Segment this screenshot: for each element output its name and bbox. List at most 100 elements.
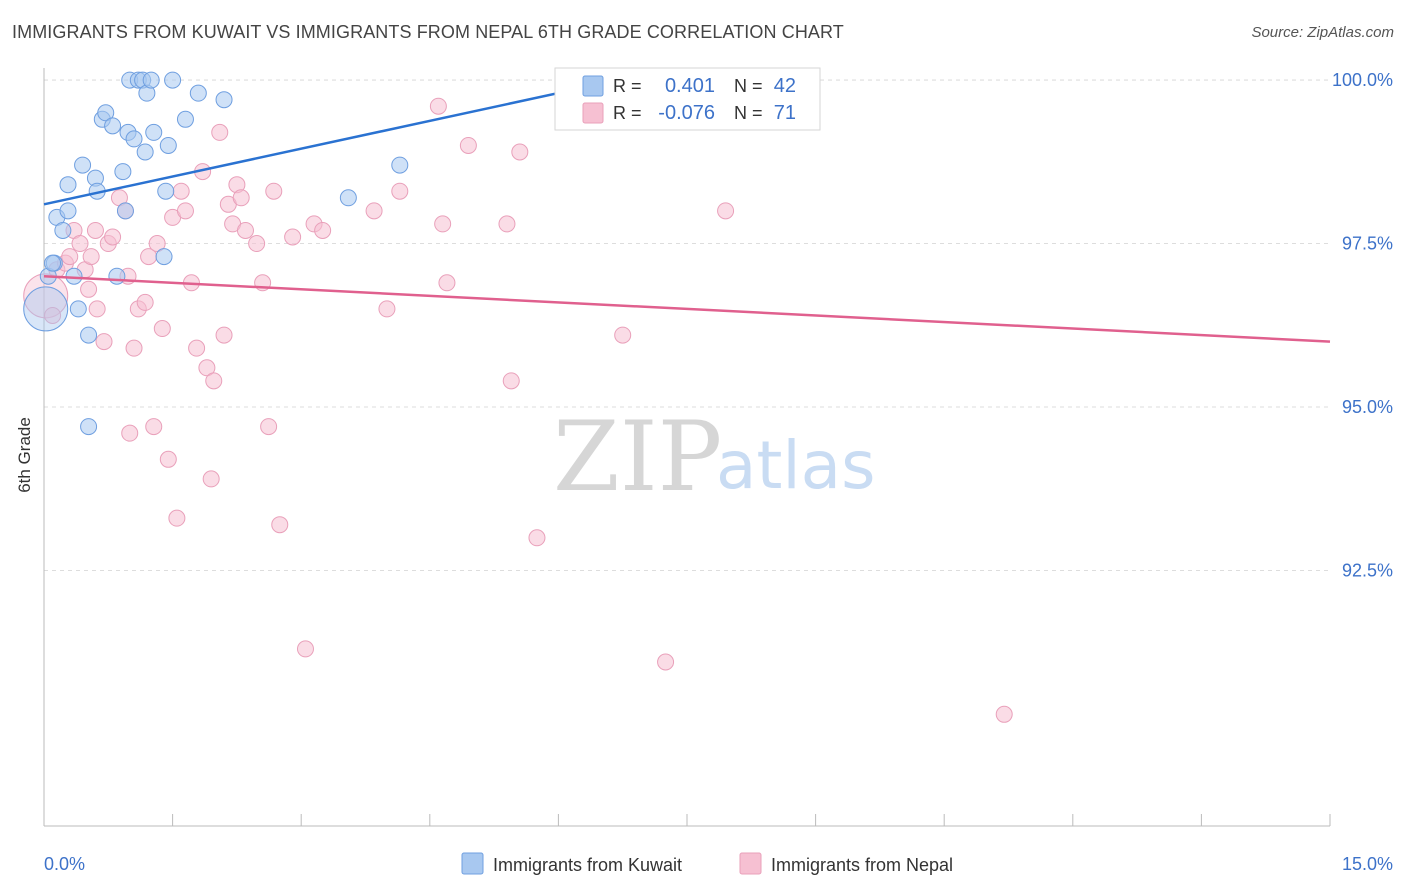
nepal-point: [236, 221, 254, 239]
nepal-point: [61, 248, 79, 266]
nepal-point: [176, 202, 194, 220]
kuwait-n-value: 42: [774, 75, 796, 97]
kuwait-point: [59, 176, 77, 194]
kuwait-point: [136, 143, 154, 161]
nepal-point: [429, 97, 447, 115]
nepal-point: [271, 516, 289, 534]
kuwait-point: [104, 117, 122, 135]
source-credit: Source: ZipAtlas.com: [1251, 24, 1394, 41]
kuwait-trend-line: [43, 78, 619, 206]
nepal-r-value: -0.076: [658, 102, 715, 124]
watermark-zip: ZIP: [553, 401, 722, 513]
kuwait-point: [339, 189, 357, 207]
kuwait-point: [145, 123, 163, 141]
kuwait-point: [189, 84, 207, 102]
stats-legend: R = 0.401 N = 42 R = -0.076 N = 71: [554, 67, 821, 131]
nepal-point: [145, 418, 163, 436]
nepal-point: [153, 320, 171, 338]
nepal-point: [995, 705, 1013, 723]
bottom-legend: Immigrants from Kuwait Immigrants from N…: [461, 852, 953, 875]
y-axis-label: 6th Grade: [15, 417, 34, 493]
y-tick-label: 97.5%: [1342, 234, 1393, 254]
nepal-point: [502, 372, 520, 390]
nepal-point: [168, 509, 186, 527]
legend-nepal-label: Immigrants from Nepal: [771, 855, 953, 875]
kuwait-point: [116, 202, 134, 220]
kuwait-swatch: [582, 75, 604, 97]
kuwait-point: [74, 156, 92, 174]
y-tick-label: 95.0%: [1342, 397, 1393, 417]
kuwait-r-value: 0.401: [665, 75, 715, 97]
nepal-point: [365, 202, 383, 220]
nepal-trend-line: [43, 274, 1331, 343]
chart-title: IMMIGRANTS FROM KUWAIT VS IMMIGRANTS FRO…: [12, 22, 844, 42]
y-tick-label: 100.0%: [1332, 70, 1393, 90]
nepal-point: [44, 306, 62, 324]
kuwait-point: [142, 71, 160, 89]
nepal-point: [71, 235, 89, 253]
nepal-point: [121, 424, 139, 442]
nepal-point: [88, 300, 106, 318]
trend-lines: [43, 78, 1331, 343]
nepal-n-label: N =: [734, 103, 763, 123]
nepal-point: [215, 326, 233, 344]
legend-nepal-swatch: [739, 852, 762, 875]
nepal-point: [296, 640, 314, 658]
nepal-point: [104, 228, 122, 246]
nepal-point: [265, 182, 283, 200]
nepal-point: [188, 339, 206, 357]
kuwait-point: [80, 418, 98, 436]
nepal-point: [82, 248, 100, 266]
nepal-point: [86, 221, 104, 239]
kuwait-point: [54, 221, 72, 239]
axes: 100.0% 97.5% 95.0% 92.5% 0.0% 15.0%: [43, 68, 1393, 874]
kuwait-r-label: R =: [613, 76, 642, 96]
nepal-point: [232, 189, 250, 207]
nepal-point: [314, 221, 332, 239]
kuwait-point: [159, 136, 177, 154]
y-tick-label: 92.5%: [1342, 560, 1393, 580]
nepal-point: [172, 182, 190, 200]
nepal-point: [159, 450, 177, 468]
kuwait-point: [155, 248, 173, 266]
nepal-point: [248, 235, 266, 253]
nepal-point: [80, 280, 98, 298]
kuwait-point: [114, 163, 132, 181]
kuwait-point: [176, 110, 194, 128]
nepal-swatch: [582, 102, 604, 124]
nepal-r-label: R =: [613, 103, 642, 123]
kuwait-point: [215, 91, 233, 109]
nepal-point: [498, 215, 516, 233]
kuwait-point: [59, 202, 77, 220]
nepal-point: [148, 235, 166, 253]
nepal-point: [205, 372, 223, 390]
nepal-point: [434, 215, 452, 233]
nepal-point: [95, 333, 113, 351]
kuwait-point: [125, 130, 143, 148]
x-tick-label: 0.0%: [44, 854, 85, 874]
kuwait-point: [108, 267, 126, 285]
legend-kuwait-swatch: [461, 852, 484, 875]
nepal-point: [202, 470, 220, 488]
nepal-point: [284, 228, 302, 246]
nepal-point: [198, 359, 216, 377]
legend-kuwait-label: Immigrants from Kuwait: [493, 855, 682, 875]
kuwait-point: [391, 156, 409, 174]
nepal-point: [438, 274, 456, 292]
nepal-point: [528, 529, 546, 547]
nepal-point: [136, 293, 154, 311]
nepal-point: [717, 202, 735, 220]
nepal-point: [459, 136, 477, 154]
kuwait-point: [69, 300, 87, 318]
nepal-point: [378, 300, 396, 318]
nepal-point: [260, 418, 278, 436]
kuwait-point: [80, 326, 98, 344]
kuwait-n-label: N =: [734, 76, 763, 96]
kuwait-point: [23, 286, 69, 332]
kuwait-point: [44, 254, 62, 272]
nepal-point: [211, 123, 229, 141]
x-tick-label: 15.0%: [1342, 854, 1393, 874]
watermark-atlas: atlas: [716, 427, 876, 504]
nepal-n-value: 71: [774, 102, 796, 124]
